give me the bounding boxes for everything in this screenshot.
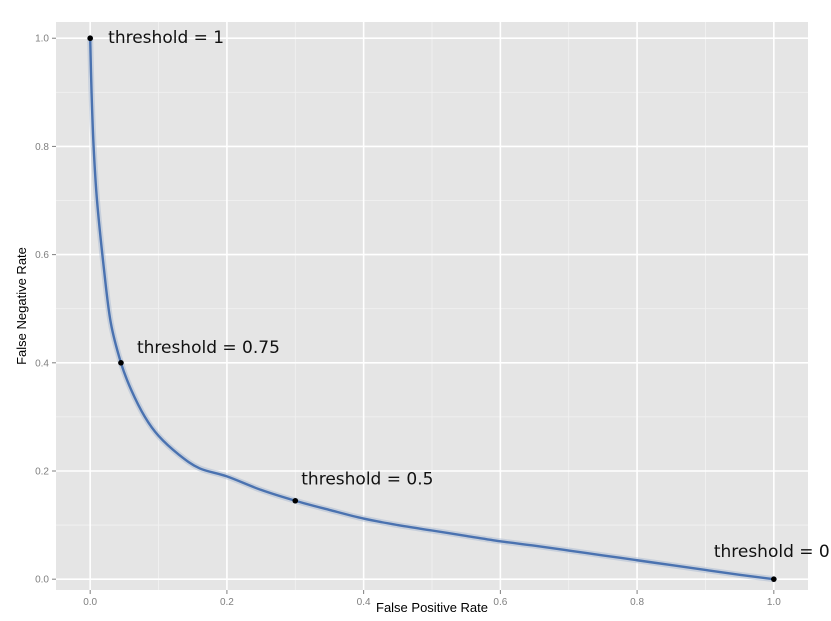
- x-tick-label: 1.0: [767, 597, 781, 608]
- x-tick-label: 0.4: [357, 597, 371, 608]
- y-tick-label: 0.6: [35, 250, 49, 261]
- x-tick-label: 0.2: [220, 597, 234, 608]
- x-axis-ticks: 0.0 0.2 0.4 0.6 0.8 1.0: [83, 590, 781, 608]
- x-tick-label: 0.8: [630, 597, 644, 608]
- minor-gridlines: [56, 22, 808, 590]
- x-tick-label: 0.0: [83, 597, 97, 608]
- y-axis-ticks: 0.0 0.2 0.4 0.6 0.8 1.0: [35, 34, 56, 586]
- threshold-label: threshold = 0.5: [301, 470, 433, 490]
- y-axis-title: False Negative Rate: [14, 247, 29, 365]
- y-tick-label: 0.4: [35, 358, 49, 369]
- y-tick-label: 0.0: [35, 575, 49, 586]
- x-axis-title: False Positive Rate: [376, 600, 488, 615]
- y-tick-label: 1.0: [35, 34, 49, 45]
- y-tick-label: 0.2: [35, 466, 49, 477]
- y-tick-label: 0.8: [35, 142, 49, 153]
- threshold-point: [118, 360, 124, 366]
- threshold-label: threshold = 0: [714, 542, 830, 562]
- threshold-point: [292, 497, 299, 504]
- threshold-point: [771, 576, 777, 582]
- threshold-label: threshold = 1: [108, 28, 224, 48]
- major-gridlines: [56, 22, 808, 590]
- threshold-points: [87, 35, 777, 582]
- threshold-point: [87, 35, 93, 42]
- threshold-label: threshold = 0.75: [137, 338, 280, 358]
- threshold-labels: threshold = 1 threshold = 0.75 threshold =…: [108, 28, 830, 562]
- x-tick-label: 0.6: [493, 597, 507, 608]
